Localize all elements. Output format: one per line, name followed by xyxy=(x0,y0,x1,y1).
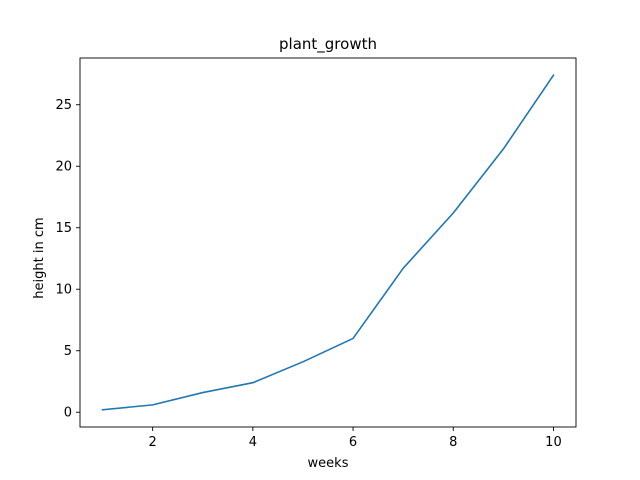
x-axis-label: weeks xyxy=(308,456,349,471)
x-tick-label-2: 2 xyxy=(149,435,157,450)
x-tick-label-10: 10 xyxy=(545,435,562,450)
x-tick-label-8: 8 xyxy=(449,435,457,450)
x-tick-label-6: 6 xyxy=(349,435,357,450)
y-axis-label: height in cm xyxy=(32,217,47,298)
y-tick-label-25: 25 xyxy=(55,98,72,113)
y-tick-label-10: 10 xyxy=(55,283,72,298)
y-tick-label-0: 0 xyxy=(64,406,72,421)
series-line-0 xyxy=(101,74,555,411)
y-tick-label-5: 5 xyxy=(64,344,72,359)
chart-title: plant_growth xyxy=(279,35,377,54)
y-tick-label-15: 15 xyxy=(55,221,72,236)
plot-area: 2 4 6 8 10 0 5 10 15 20 25 xyxy=(55,57,577,450)
axes-frame xyxy=(79,57,577,428)
y-tick-label-20: 20 xyxy=(55,160,72,175)
x-tick-label-4: 4 xyxy=(249,435,257,450)
